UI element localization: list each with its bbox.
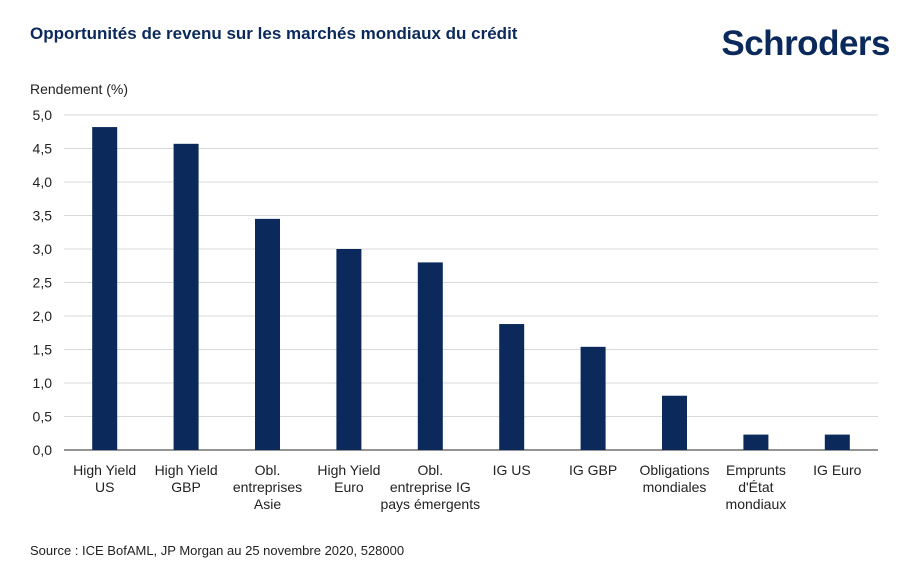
bar <box>824 434 850 450</box>
y-tick-label: 1,5 <box>33 342 53 358</box>
bar <box>173 143 199 450</box>
y-tick-label: 3,5 <box>33 208 53 224</box>
bar <box>499 324 525 450</box>
bar <box>662 395 687 450</box>
y-tick-label: 1,0 <box>33 375 53 391</box>
y-axis-label: Rendement (%) <box>30 81 129 97</box>
x-tick-label: Obl. entreprise IG pays émergents <box>380 462 480 512</box>
y-tick-label: 5,0 <box>33 107 53 123</box>
x-tick-label: Emprunts d'État mondiaux <box>726 462 787 512</box>
source-note: Source : ICE BofAML, JP Morgan au 25 nov… <box>30 543 405 558</box>
y-tick-label: 4,5 <box>33 141 53 157</box>
x-tick-label: High Yield Euro <box>317 462 380 495</box>
y-tick-label: 2,0 <box>33 308 53 324</box>
x-tick-label: High Yield US <box>73 462 136 495</box>
y-tick-label: 0,5 <box>33 409 53 425</box>
y-tick-label: 4,0 <box>33 174 53 190</box>
bars <box>92 127 850 450</box>
bar <box>336 249 362 450</box>
y-tick-label: 2,5 <box>33 275 53 291</box>
chart-title: Opportunités de revenu sur les marchés m… <box>30 24 518 43</box>
y-tick-labels: 0,0 0,5 1,0 1,5 2,0 2,5 3,0 3,5 4,0 4,5 5,0 <box>33 107 53 458</box>
y-tick-label: 0,0 <box>33 442 53 458</box>
y-tick-label: 3,0 <box>33 241 53 257</box>
bar <box>580 346 606 450</box>
x-tick-labels: High Yield US High Yield GBP Obl. entreprises… <box>73 462 861 512</box>
x-tick-label: High Yield GBP <box>155 462 218 495</box>
x-tick-label: IG US <box>493 462 531 478</box>
x-tick-label: IG Euro <box>813 462 861 478</box>
bar <box>417 262 443 450</box>
bar <box>92 127 118 450</box>
bar <box>743 434 769 450</box>
x-tick-label: Obl. entreprises Asie <box>233 462 302 512</box>
schroders-logo: Schroders <box>721 24 890 63</box>
x-tick-label: IG GBP <box>569 462 617 478</box>
bar <box>255 218 280 450</box>
x-tick-label: Obligations mondiales <box>639 462 709 495</box>
gridlines <box>64 114 878 451</box>
